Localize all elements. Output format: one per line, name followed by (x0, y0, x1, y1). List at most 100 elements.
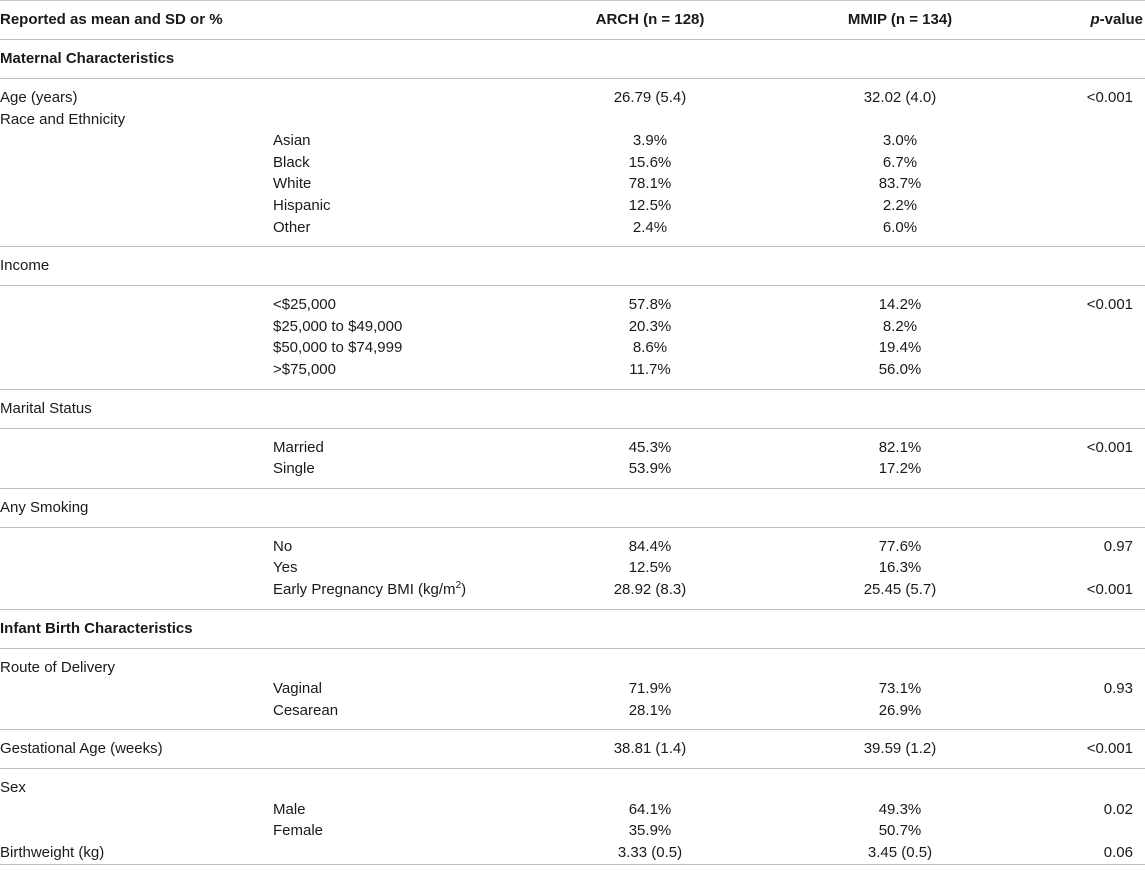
mmip-value: 50.7% (878, 822, 922, 840)
mmip-value: 25.45 (5.7) (863, 580, 937, 598)
table-row: No 84.4% 77.6% 0.97 (0, 526, 1145, 558)
row-label: Marital Status (0, 388, 1145, 429)
row-label: Any Smoking (0, 487, 1145, 528)
row-sublabel: Cesarean (273, 701, 339, 719)
row-label: Gestational Age (weeks) (0, 729, 272, 769)
row-sublabel: Black (273, 153, 310, 171)
arch-value: 28.92 (8.3) (613, 580, 687, 598)
section-row: Infant Birth Characteristics (0, 608, 1145, 648)
arch-value: 71.9% (628, 680, 672, 698)
header-mmip: MMIP (n = 134) (778, 0, 1022, 40)
row-sublabel: Other (273, 218, 311, 236)
table-row: Age (years) 26.79 (5.4) 32.02 (4.0) <0.0… (0, 77, 1145, 109)
p-value: <0.001 (1022, 285, 1145, 316)
header-row: Reported as mean and SD or % ARCH (n = 1… (0, 0, 1145, 40)
arch-value: 78.1% (628, 175, 672, 193)
header-p-value: p-value (1022, 0, 1145, 40)
mmip-value: 16.3% (878, 559, 922, 577)
bmi-label: Early Pregnancy BMI (kg/m (273, 580, 456, 598)
table-row: Asian 3.9% 3.0% (0, 130, 1145, 152)
table-row: Single 53.9% 17.2% (0, 458, 1145, 488)
table-row: Black 15.6% 6.7% (0, 152, 1145, 174)
header-reported: Reported as mean and SD or % (0, 0, 272, 40)
row-label: Sex (0, 768, 1145, 799)
table-row: Female 35.9% 50.7% (0, 820, 1145, 842)
mmip-value: 14.2% (778, 285, 1022, 316)
table-row: Route of Delivery (0, 647, 1145, 679)
table-row: White 78.1% 83.7% (0, 173, 1145, 195)
table-row: Marital Status (0, 388, 1145, 429)
arch-value: 38.81 (1.4) (522, 729, 778, 769)
section-maternal: Maternal Characteristics (0, 39, 1145, 79)
p-value: <0.001 (1022, 729, 1145, 769)
arch-value: 45.3% (522, 427, 778, 459)
p-value: 0.93 (1103, 680, 1133, 698)
mmip-value: 32.02 (4.0) (778, 77, 1022, 109)
header-blank (272, 0, 522, 40)
mmip-value: 17.2% (878, 460, 922, 478)
row-sublabel: Yes (273, 559, 298, 577)
mmip-value: 49.3% (878, 800, 922, 818)
row-sublabel: Hispanic (273, 196, 331, 214)
table-row: Early Pregnancy BMI (kg/m2) 28.92 (8.3) … (0, 579, 1145, 609)
mmip-value: 3.45 (0.5) (778, 842, 1022, 865)
table-row: Male 64.1% 49.3% 0.02 (0, 799, 1145, 821)
arch-value: 3.9% (632, 132, 668, 150)
row-sublabel: $25,000 to $49,000 (273, 317, 403, 335)
mmip-value: 77.6% (778, 526, 1022, 558)
table-row: Yes 12.5% 16.3% (0, 557, 1145, 579)
arch-value: 84.4% (522, 526, 778, 558)
p-value: <0.001 (1022, 427, 1145, 459)
table-row: >$75,000 11.7% 56.0% (0, 359, 1145, 389)
row-sublabel: Female (273, 822, 324, 840)
row-sublabel: $50,000 to $74,999 (273, 339, 403, 357)
row-sublabel: Early Pregnancy BMI (kg/m2) (272, 579, 522, 609)
mmip-value: 3.0% (882, 132, 918, 150)
table-row: <$25,000 57.8% 14.2% <0.001 (0, 285, 1145, 316)
header-p-italic: p (1090, 11, 1100, 28)
table-row: Any Smoking (0, 487, 1145, 528)
mmip-value: 83.7% (878, 175, 922, 193)
mmip-value: 19.4% (878, 339, 922, 357)
p-value: <0.001 (1022, 77, 1145, 109)
arch-value: 20.3% (628, 317, 672, 335)
row-sublabel: Married (272, 427, 522, 459)
row-sublabel: <$25,000 (272, 285, 522, 316)
table-row: Other 2.4% 6.0% (0, 217, 1145, 247)
mmip-value: 6.7% (882, 153, 918, 171)
mmip-value: 82.1% (778, 427, 1022, 459)
row-label: Race and Ethnicity (0, 110, 126, 128)
p-value: <0.001 (1086, 580, 1133, 598)
row-sublabel: Asian (273, 132, 311, 150)
arch-value: 28.1% (628, 701, 672, 719)
row-label: Birthweight (kg) (0, 842, 272, 865)
arch-value: 12.5% (628, 196, 672, 214)
arch-value: 3.33 (0.5) (522, 842, 778, 865)
row-label: Route of Delivery (0, 647, 1145, 679)
arch-value: 2.4% (632, 218, 668, 236)
bmi-superscript: 2 (455, 579, 462, 591)
table-row: Sex (0, 768, 1145, 799)
mmip-value: 8.2% (882, 317, 918, 335)
table-row: Race and Ethnicity (0, 109, 1145, 131)
table-row: Income (0, 246, 1145, 286)
row-sublabel: Single (273, 460, 315, 478)
arch-value: 12.5% (628, 559, 672, 577)
row-label: Age (years) (0, 77, 272, 109)
table-row: Birthweight (kg) 3.33 (0.5) 3.45 (0.5) 0… (0, 842, 1145, 865)
mmip-value: 26.9% (878, 701, 922, 719)
bmi-close: ) (461, 580, 467, 598)
arch-value: 8.6% (632, 339, 668, 357)
header-p-rest: -value (1099, 11, 1143, 28)
arch-value: 57.8% (522, 285, 778, 316)
mmip-value: 39.59 (1.2) (778, 729, 1022, 769)
row-sublabel: White (273, 175, 312, 193)
mmip-value: 73.1% (878, 680, 922, 698)
table-row: Cesarean 28.1% 26.9% (0, 700, 1145, 730)
section-infant: Infant Birth Characteristics (0, 608, 1145, 648)
mmip-value: 56.0% (878, 360, 922, 378)
section-row: Maternal Characteristics (0, 39, 1145, 79)
mmip-value: 6.0% (882, 218, 918, 236)
row-sublabel: >$75,000 (273, 360, 336, 378)
